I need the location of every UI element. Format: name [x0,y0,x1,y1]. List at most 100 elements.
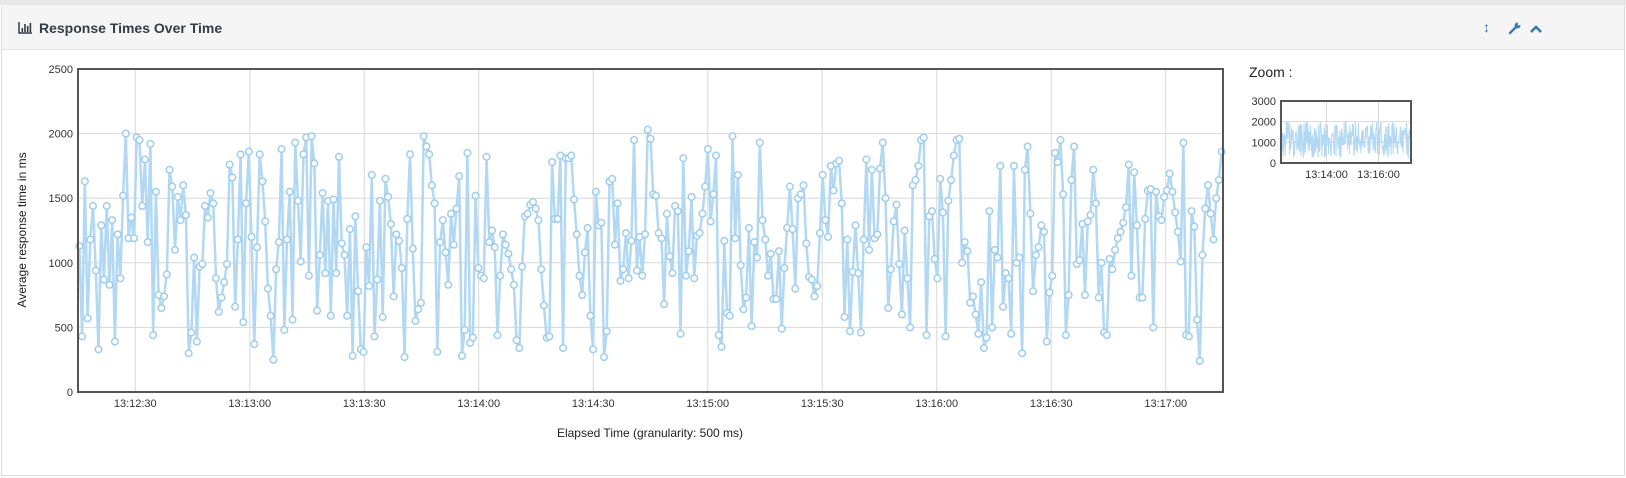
data-point [698,209,707,218]
data-point [498,230,507,239]
data-point [1209,235,1218,244]
data-point [179,181,188,190]
data-point [619,265,628,274]
data-point [851,221,860,230]
wrench-icon[interactable] [1508,21,1522,35]
x-tick-label: 13:13:30 [343,398,386,410]
data-point [1009,161,1018,170]
zoom-series-line [1280,120,1412,159]
data-point [1149,323,1158,332]
data-point [744,223,753,232]
data-point [761,235,770,244]
data-point [507,265,516,274]
data-point [99,275,109,284]
data-point [367,170,376,179]
data-point [80,177,89,186]
data-point [854,269,863,278]
data-point [1198,250,1207,260]
top-strip [0,0,1626,5]
data-point [255,150,264,159]
data-point [250,340,259,349]
data-point [886,265,896,274]
x-tick-label: 13:16:30 [1030,398,1073,410]
data-point [1171,208,1180,217]
data-point [405,150,415,159]
data-point [1031,250,1040,260]
data-point [274,238,283,247]
data-point [668,269,677,278]
zoom-plot: 0 1000 2000 3000 13:14:00 13:16:00 [1252,96,1412,181]
data-point [1173,227,1182,236]
data-point [414,305,423,314]
data-point [143,238,152,247]
data-point [362,243,371,252]
data-point [110,337,119,346]
data-point [777,324,786,333]
data-point [979,344,988,353]
data-point [1141,214,1150,223]
data-point [897,310,906,319]
response-times-panel: Response Times Over Time ↕ [1,5,1625,476]
data-point [791,284,800,293]
data-point [993,253,1002,262]
data-point [433,347,442,356]
data-point [1061,331,1070,340]
data-point [1070,142,1079,151]
data-point [416,298,426,307]
data-point [895,260,904,269]
data-point [239,318,248,327]
data-point [1124,160,1133,169]
data-point [455,172,464,181]
data-point [559,344,568,353]
data-point [326,311,335,320]
data-point [774,247,783,256]
data-point [736,261,745,270]
data-point [867,165,876,174]
data-point [146,139,155,148]
data-point [750,238,759,247]
data-point [875,164,885,173]
data-point [534,216,543,225]
data-point [318,188,327,198]
data-point [788,225,797,234]
panel-header[interactable]: Response Times Over Time ↕ [2,5,1624,50]
data-point [296,257,305,266]
data-point [441,248,450,257]
data-point [233,235,242,244]
data-point [621,229,630,238]
data-point [1212,194,1221,203]
data-point [176,216,185,225]
data-point [714,331,723,340]
data-point [436,238,445,247]
zoom-x-tick-label: 13:14:00 [1305,169,1348,181]
data-point [1089,165,1098,174]
data-point [438,216,447,225]
data-point [1160,192,1169,201]
data-point [919,133,928,142]
data-point [856,328,865,337]
data-point [452,204,461,213]
data-point [1083,217,1092,226]
y-tick-label: 1000 [49,258,73,270]
data-point [679,154,688,163]
data-point [313,306,322,315]
data-point [911,176,920,185]
data-point [572,230,581,239]
resize-button[interactable]: ↕ [1483,19,1490,35]
data-point [665,252,674,261]
data-point [272,265,281,274]
data-point [160,292,169,301]
x-tick-label: 13:16:00 [915,398,958,410]
x-tick-label: 13:14:00 [457,398,500,410]
data-point [1050,148,1059,158]
data-point [1015,253,1024,262]
data-point [643,125,652,134]
data-point [960,238,969,247]
data-point [370,332,379,341]
chevron-up-icon[interactable] [1529,22,1543,36]
data-point [567,151,576,160]
data-point [493,331,502,340]
data-point [468,333,477,342]
data-point [293,196,303,205]
